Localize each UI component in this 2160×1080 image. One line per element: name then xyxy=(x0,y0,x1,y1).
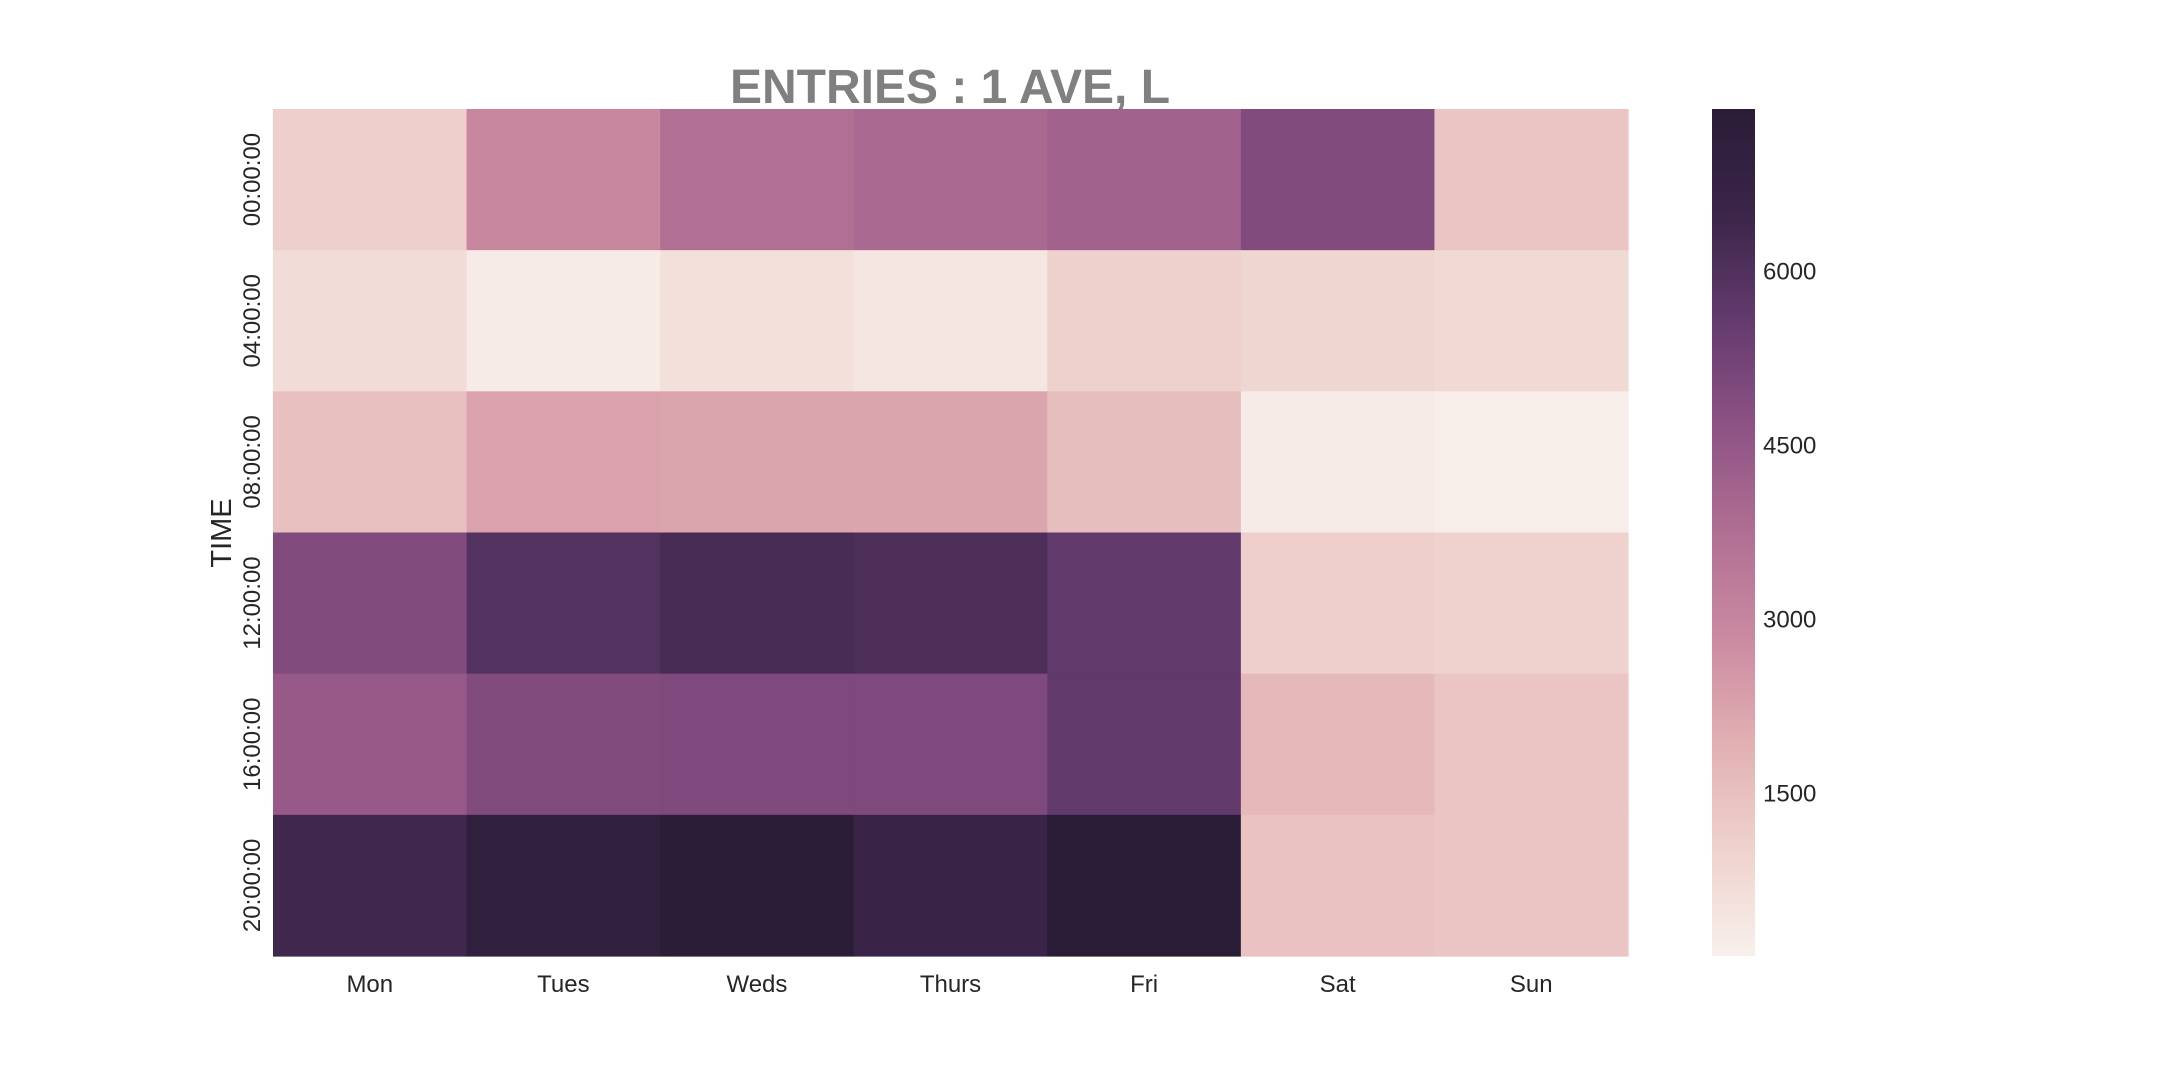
x-tick-label: Weds xyxy=(726,971,787,998)
heatmap-cell xyxy=(660,532,855,675)
heatmap-cell xyxy=(1434,532,1629,675)
heatmap-cell xyxy=(1240,109,1436,251)
heatmap-cell xyxy=(273,814,468,957)
heatmap-cells xyxy=(273,109,1629,957)
y-axis-ticks: 00:00:00 04:00:00 08:00:00 12:00:00 16:00:00… xyxy=(239,133,266,932)
heatmap-cell xyxy=(853,673,1048,816)
heatmap-cell xyxy=(466,109,661,251)
chart-title: ENTRIES : 1 AVE, L xyxy=(730,61,1170,114)
heatmap-cell xyxy=(1047,532,1242,675)
x-tick-label: Mon xyxy=(346,971,393,998)
y-tick-label: 04:00:00 xyxy=(239,274,266,367)
heatmap-cell xyxy=(1240,250,1436,392)
x-tick-label: Tues xyxy=(537,971,589,998)
heatmap-cell xyxy=(853,391,1048,534)
heatmap-cell xyxy=(853,109,1048,251)
heatmap-cell xyxy=(853,814,1048,957)
heatmap-cell xyxy=(273,391,468,534)
heatmap-cell xyxy=(853,532,1048,675)
y-tick-label: 20:00:00 xyxy=(239,839,266,932)
heatmap-cell xyxy=(1240,532,1436,675)
x-tick-label: Sat xyxy=(1320,971,1356,998)
colorbar-tick-label: 1500 xyxy=(1763,781,1816,808)
heatmap-cell xyxy=(1434,814,1629,957)
heatmap-cell xyxy=(1434,250,1629,392)
colorbar-gradient xyxy=(1712,109,1755,956)
heatmap-cell xyxy=(1047,814,1242,957)
colorbar: 1500 3000 4500 6000 xyxy=(1712,109,1816,956)
y-tick-label: 08:00:00 xyxy=(239,415,266,508)
heatmap-cell xyxy=(273,250,468,392)
colorbar-tick-label: 4500 xyxy=(1763,432,1816,459)
heatmap-cell xyxy=(1047,250,1242,392)
heatmap-cell xyxy=(1240,391,1436,534)
x-tick-label: Sun xyxy=(1510,971,1553,998)
heatmap-cell xyxy=(1240,673,1436,816)
heatmap-cell xyxy=(1434,109,1629,251)
heatmap-cell xyxy=(660,814,855,957)
y-tick-label: 12:00:00 xyxy=(239,556,266,649)
heatmap-cell xyxy=(466,391,661,534)
heatmap-cell xyxy=(1434,673,1629,816)
heatmap-cell xyxy=(1047,391,1242,534)
heatmap-cell xyxy=(1240,814,1436,957)
y-axis-label: TIME xyxy=(206,498,238,567)
heatmap-cell xyxy=(660,109,855,251)
y-tick-label: 00:00:00 xyxy=(239,133,266,226)
heatmap-cell xyxy=(1434,391,1629,534)
colorbar-tick-label: 3000 xyxy=(1763,607,1816,634)
x-axis-ticks: Mon Tues Weds Thurs Fri Sat Sun xyxy=(346,971,1552,998)
heatmap-cell xyxy=(660,673,855,816)
heatmap-cell xyxy=(853,250,1048,392)
heatmap-cell xyxy=(466,673,661,816)
heatmap-cell xyxy=(466,814,661,957)
y-tick-label: 16:00:00 xyxy=(239,698,266,791)
heatmap-cell xyxy=(1047,673,1242,816)
heatmap-cell xyxy=(273,109,468,251)
heatmap-cell xyxy=(466,532,661,675)
x-tick-label: Fri xyxy=(1130,971,1158,998)
x-tick-label: Thurs xyxy=(920,971,981,998)
heatmap-cell xyxy=(660,391,855,534)
heatmap-cell xyxy=(466,250,661,392)
heatmap-cell xyxy=(1047,109,1242,251)
heatmap-cell xyxy=(273,673,468,816)
heatmap-cell xyxy=(660,250,855,392)
heatmap-cell xyxy=(273,532,468,675)
colorbar-tick-label: 6000 xyxy=(1763,258,1816,285)
